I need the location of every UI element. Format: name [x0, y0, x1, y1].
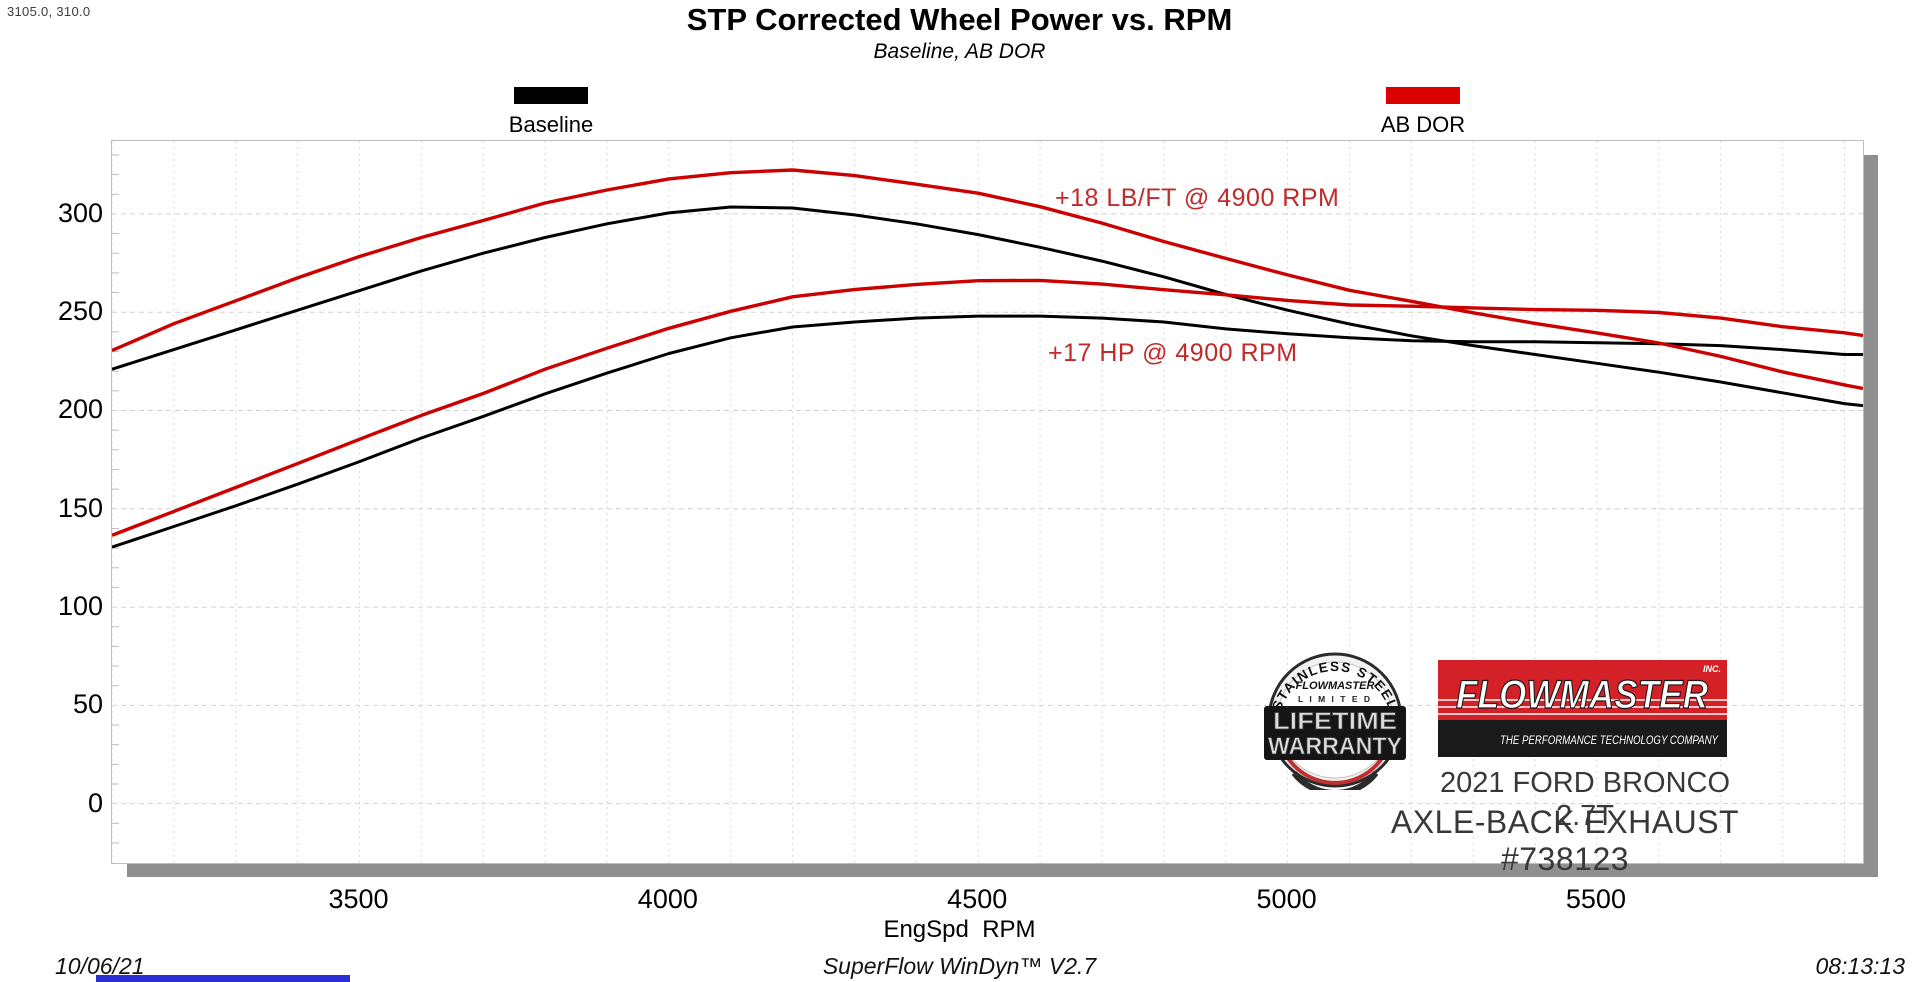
badge-brand-text: FLOWMASTER [1296, 680, 1375, 692]
abdor-legend-label: AB DOR [1380, 112, 1466, 137]
badge-lifetime-text: LIFETIME [1273, 708, 1397, 735]
badge-red-arc [1284, 753, 1386, 785]
y-tick-label: 250 [57, 296, 103, 327]
footer-time: 08:13:13 [1815, 953, 1905, 979]
legend-abdor: AB DOR [1352, 87, 1494, 138]
curve-baseline-torque-lb-ft- [111, 205, 1864, 408]
baseline-color-swatch [514, 87, 588, 104]
y-tick-label: 200 [57, 394, 103, 425]
badge-black-band [1264, 706, 1406, 760]
cursor-position-readout: 3105.0, 310.0 [7, 4, 91, 19]
hp-gain-annotation: +17 HP @ 4900 RPM [1048, 339, 1298, 367]
x-tick-label: 5000 [1256, 884, 1317, 914]
baseline-legend-label: Baseline [508, 112, 594, 137]
curve-ab-dor-power-hp- [111, 278, 1864, 537]
chart-title: STP Corrected Wheel Power vs. RPM [686, 2, 1233, 37]
badge-warranty-text: WARRANTY [1268, 733, 1402, 760]
footer-app-version: SuperFlow WinDyn™ V2.7 [822, 953, 1097, 979]
badge-limited-text: L I M I T E D [1298, 694, 1372, 704]
vehicle-description-line1: 2021 FORD BRONCO 2.7T [1439, 767, 1731, 832]
chart-subtitle: Baseline, AB DOR [873, 40, 1046, 63]
y-tick-label: 50 [72, 689, 103, 720]
curve-baseline-power-hp- [111, 314, 1863, 549]
plot-shadow-right [1863, 155, 1878, 877]
flowmaster-logo-red-bg [1438, 660, 1727, 720]
taskbar-fragment [96, 975, 350, 982]
flowmaster-logo: FLOWMASTER INC. THE PERFORMANCE TECHNOLO… [1438, 660, 1727, 757]
y-tick-label: 150 [57, 492, 103, 523]
legend-baseline: Baseline [480, 87, 622, 138]
plot-shadow-bottom [127, 863, 1878, 877]
y-tick-label: 300 [57, 197, 103, 228]
abdor-color-swatch [1386, 87, 1460, 104]
x-tick-label: 4500 [947, 884, 1008, 914]
y-tick-label: 100 [57, 591, 103, 622]
flowmaster-logo-wordmark: FLOWMASTER [1456, 673, 1708, 717]
curve-ab-dor-torque-lb-ft- [111, 168, 1864, 391]
lifetime-warranty-badge: STAINLESS STEEL FLOWMASTER L I M I T E D… [1264, 652, 1406, 790]
flowmaster-logo-inc: INC. [1703, 664, 1721, 674]
dyno-chart-svg [111, 141, 1864, 863]
x-tick-label: 5500 [1565, 884, 1626, 914]
vehicle-description-line2: AXLE-BACK EXHAUST #738123 [1390, 804, 1740, 877]
x-tick-label: 4000 [637, 884, 698, 914]
y-tick-label: 0 [87, 787, 103, 818]
torque-gain-annotation: +18 LB/FT @ 4900 RPM [1055, 184, 1340, 212]
flowmaster-logo-tagline: THE PERFORMANCE TECHNOLOGY COMPANY [1500, 735, 1719, 747]
footer-date: 10/06/21 [55, 953, 145, 979]
x-axis-title: EngSpd RPM [883, 916, 1036, 943]
x-tick-label: 3500 [328, 884, 389, 914]
